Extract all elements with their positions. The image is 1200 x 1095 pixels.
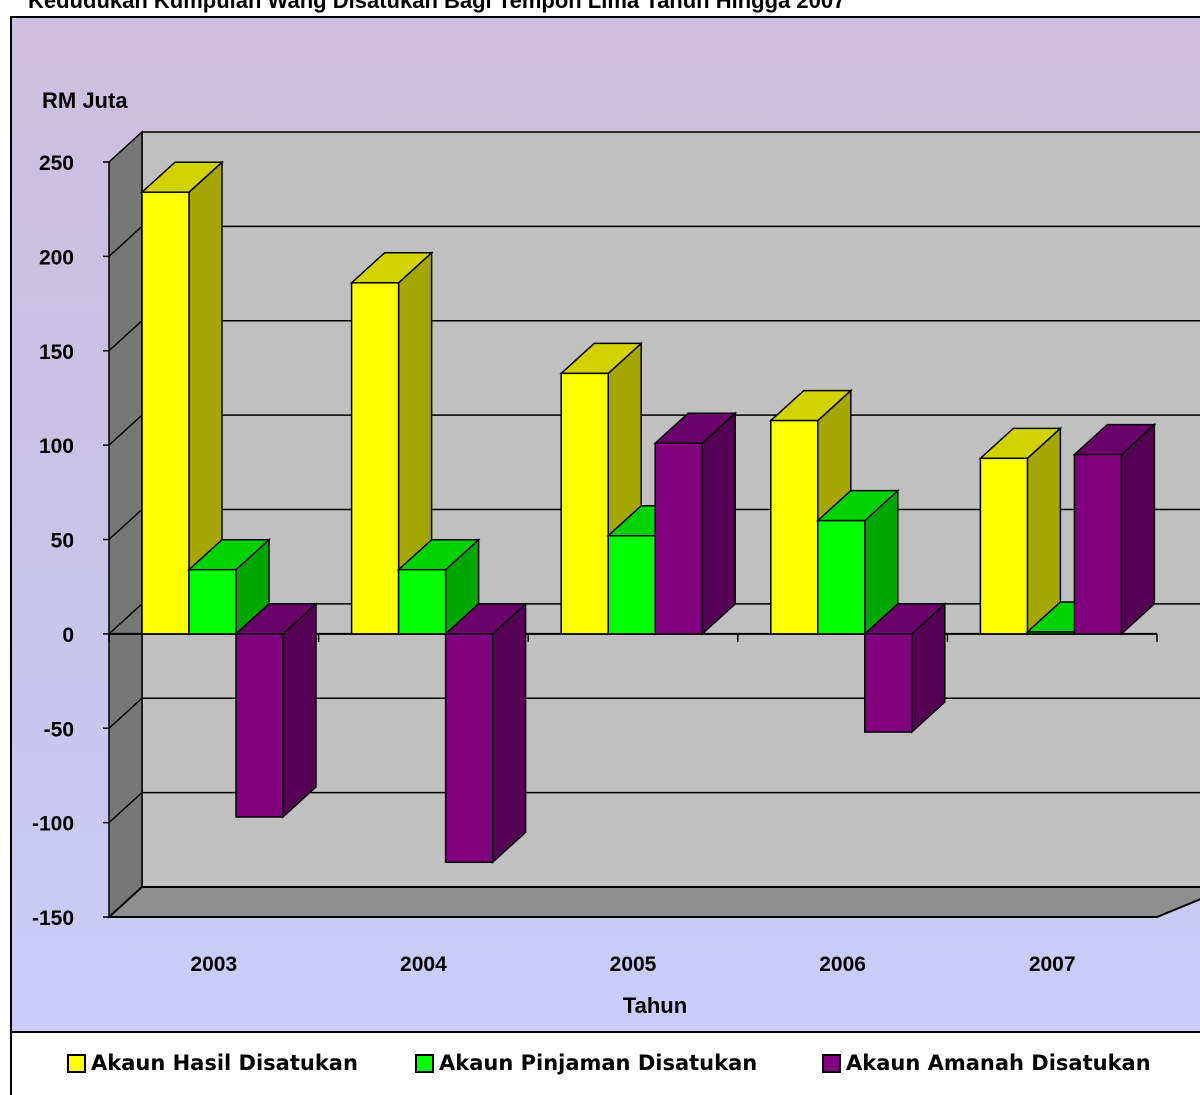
y-tick-label: 150 [39,341,74,364]
x-tick-label: 2007 [1029,953,1076,976]
legend-swatch-amanah [822,1053,841,1073]
y-tick-label: 100 [39,435,74,458]
x-tick-label: 2004 [400,953,447,976]
bar-front [560,372,609,635]
bar-front [654,442,703,635]
y-tick-label: 50 [51,530,74,553]
x-tick-label: 2003 [190,953,237,976]
bar-front [1073,453,1123,635]
chart-area: 250 200 150 100 50 0 -50 -100 -150 2003 2004 2005 20… [10,16,1200,1080]
x-tick-label: 2006 [819,953,866,976]
legend-swatch-hasil [67,1053,86,1073]
legend-item-pinjaman: Akaun Pinjaman Disatukan [415,1051,757,1075]
bar-side [1026,426,1062,636]
y-tick-label: -50 [44,718,74,741]
bar-front [397,568,447,635]
y-tick-label: 250 [39,152,74,175]
bar-0-0 [140,160,224,636]
bar-front [350,282,400,635]
bar-side [701,411,736,636]
legend-item-hasil: Akaun Hasil Disatukan [67,1051,358,1075]
gridline-side [108,225,143,257]
x-tick-label: 2005 [610,953,657,976]
x-axis-label: Tahun [623,993,687,1018]
y-tick-label: 0 [62,624,74,647]
bar-front [979,457,1029,635]
bar-front [188,568,237,635]
bar-side [491,602,527,864]
bar-2-4 [1072,422,1157,636]
bar-front [817,519,866,635]
bar-chart-svg: 250 200 150 100 50 0 -50 -100 -150 2003 2004 2005 20… [32,88,1200,1018]
legend-label-amanah: Akaun Amanah Disatukan [846,1051,1151,1075]
gridline-side [108,697,143,729]
bar-side [282,602,317,819]
bar-2-0 [234,602,318,819]
bar-side [1120,422,1156,636]
bar-front [235,633,284,818]
legend: Akaun Hasil Disatukan Akaun Pinjaman Dis… [10,1031,1200,1095]
bar-2-3 [862,602,947,734]
bars [140,160,1157,864]
gridline-side [108,508,143,541]
chart-title: Kedudukan Kumpulan Wang Disatukan Bagi T… [28,0,846,13]
bar-front [141,191,190,635]
bar-front [864,633,913,733]
gridline-side [108,792,143,824]
bar-front [770,419,819,635]
gridline-side [108,320,143,352]
bar-1-3 [815,488,900,636]
y-tick-label: 200 [39,246,74,269]
y-axis-label: RM Juta [42,88,128,113]
floor [106,886,1200,918]
bar-2-1 [443,602,528,864]
gridline-side [108,603,143,635]
bar-1-0 [187,538,271,636]
bar-front [607,534,656,635]
bar-front [444,633,494,864]
bar-front [1026,631,1076,635]
bar-2-2 [653,411,738,636]
y-tick-label: -150 [32,907,74,930]
legend-label-hasil: Akaun Hasil Disatukan [91,1051,358,1075]
bar-0-1 [349,251,434,636]
tick-labels: 250 200 150 100 50 0 -50 -100 -150 2003 2004 2005 20… [32,152,1076,976]
legend-item-amanah: Akaun Amanah Disatukan [822,1051,1151,1075]
y-tick-label: -100 [32,813,74,836]
bar-0-4 [978,426,1063,636]
bar-1-1 [396,538,481,636]
legend-label-pinjaman: Akaun Pinjaman Disatukan [439,1051,758,1075]
legend-swatch-pinjaman [415,1053,434,1073]
chart-title-strip: Kedudukan Kumpulan Wang Disatukan Bagi T… [0,0,1200,16]
gridline-side [108,414,143,446]
